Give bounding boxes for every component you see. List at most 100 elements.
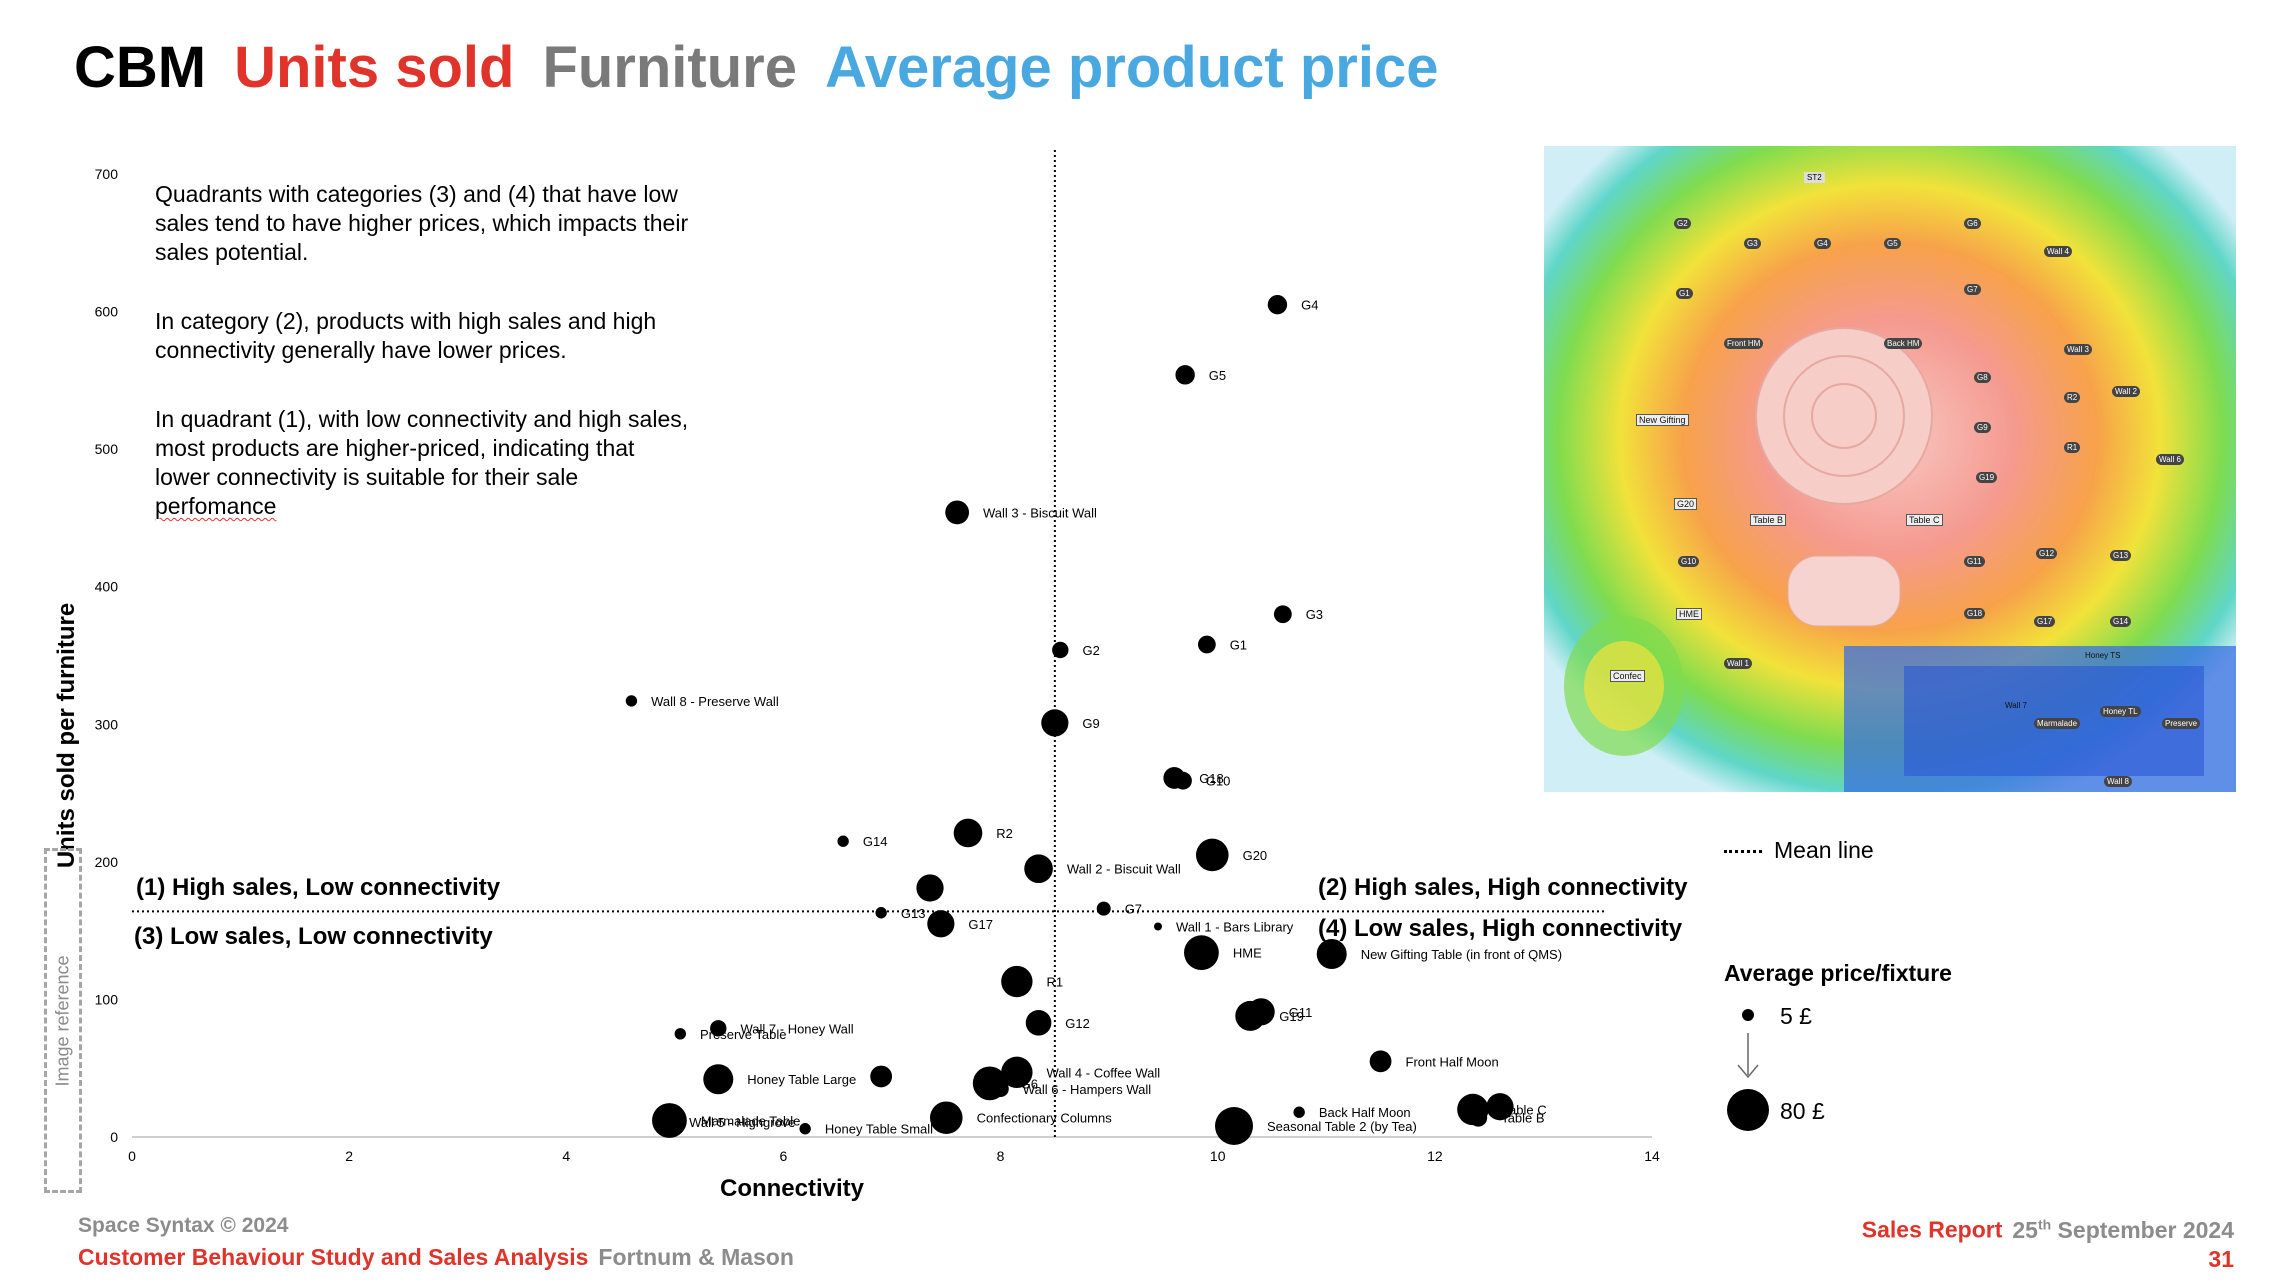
data-point-label: G7 xyxy=(1125,902,1142,917)
data-point-label: G12 xyxy=(1065,1016,1090,1031)
data-point-label: G3 xyxy=(1306,607,1323,622)
data-point-label: G6 xyxy=(1021,1076,1038,1091)
data-point xyxy=(953,818,983,848)
data-point xyxy=(1025,1010,1052,1036)
legend-mean-label: Mean line xyxy=(1774,837,1874,863)
footer-client: Fortnum & Mason xyxy=(598,1244,794,1270)
quadrant-2-label: (2) High sales, High connectivity xyxy=(1318,874,1688,901)
data-point xyxy=(1197,635,1216,654)
quadrant-3-label: (3) Low sales, Low connectivity xyxy=(134,923,493,950)
data-point-label: G10 xyxy=(1206,774,1231,789)
data-point xyxy=(1469,1108,1488,1127)
data-point-label: G1 xyxy=(1230,638,1247,653)
note-3-misspelled-word: perfomance xyxy=(155,493,277,519)
data-point xyxy=(929,1101,963,1135)
x-tick-label: 2 xyxy=(345,1148,353,1164)
data-point xyxy=(799,1123,811,1135)
data-point xyxy=(927,910,955,938)
data-point-label: Preserve Table xyxy=(700,1027,786,1042)
data-point xyxy=(1316,939,1347,970)
x-tick-label: 12 xyxy=(1427,1148,1443,1164)
data-point-label: Wall 1 - Bars Library xyxy=(1176,920,1294,935)
data-point xyxy=(1267,294,1288,315)
y-tick-label: 400 xyxy=(95,579,119,595)
legend-small-circle xyxy=(1742,1009,1754,1021)
x-tick-label: 6 xyxy=(780,1148,788,1164)
note-2: In category (2), products with high sale… xyxy=(155,308,657,363)
data-point xyxy=(1052,641,1069,659)
data-point-label: Wall 8 - Preserve Wall xyxy=(651,694,779,709)
data-point-label: Honey Table Large xyxy=(747,1072,856,1087)
data-point-label: Back Half Moon xyxy=(1319,1105,1411,1120)
data-point-label: Table B xyxy=(1501,1111,1544,1126)
chart-axes: 0 2 4 6 8 10 12 14 0 100 200 300 400 500 600 700 Connect… xyxy=(53,150,1660,1202)
data-point-label: G5 xyxy=(1209,368,1226,383)
data-point-label: G9 xyxy=(1082,716,1099,731)
data-point xyxy=(1001,1056,1033,1089)
data-point-label: Wall 5 - Highgrove xyxy=(689,1115,795,1130)
note-1: Quadrants with categories (3) and (4) th… xyxy=(155,181,689,265)
footer-report: Sales Report 25th September 2024 xyxy=(1862,1216,2234,1244)
legend-size-symbols xyxy=(1727,1009,1769,1131)
y-tick-label: 600 xyxy=(95,304,119,320)
legend-large-label: 80 £ xyxy=(1780,1098,1825,1124)
title-units-sold: Units sold xyxy=(234,35,515,100)
data-point-label: New Gifting Table (in front of QMS) xyxy=(1361,947,1562,962)
data-point xyxy=(1215,1106,1253,1145)
x-tick-label: 10 xyxy=(1210,1148,1226,1164)
data-point-label: G19 xyxy=(1279,1009,1304,1024)
data-point-label: Seasonal Table 2 (by Tea) xyxy=(1267,1119,1417,1134)
title-average-price: Average product price xyxy=(824,35,1439,100)
data-point xyxy=(1184,935,1219,971)
legend-small-label: 5 £ xyxy=(1780,1003,1812,1029)
data-point xyxy=(870,1065,893,1088)
legend-title: Average price/fixture xyxy=(1724,960,1952,986)
heatmap-image xyxy=(1544,146,2236,792)
data-point xyxy=(625,695,638,707)
page-number: 31 xyxy=(2208,1246,2234,1272)
footer-report-title: Sales Report xyxy=(1861,1216,2003,1243)
data-point-label: Marmalade Table xyxy=(701,1114,800,1129)
data-point xyxy=(837,835,849,847)
footer-copyright: Space Syntax © 2024 xyxy=(78,1214,289,1237)
data-point-label: HME xyxy=(1233,946,1262,961)
legend-mean-line: Mean line xyxy=(1724,837,1874,864)
data-point xyxy=(663,1116,676,1128)
legend-large-circle xyxy=(1727,1089,1769,1131)
data-point xyxy=(1235,1000,1266,1031)
chart-points xyxy=(625,294,1514,1145)
data-point xyxy=(674,1028,686,1040)
y-tick-label: 100 xyxy=(95,991,119,1007)
x-tick-label: 14 xyxy=(1644,1148,1660,1164)
data-point xyxy=(1486,1093,1514,1121)
analysis-notes: Quadrants with categories (3) and (4) th… xyxy=(155,180,695,561)
data-point-label: R2 xyxy=(996,826,1013,841)
data-point-label: G2 xyxy=(1083,643,1100,658)
image-reference-label: Image reference xyxy=(52,954,73,1087)
data-point-label: Confectionary Columns xyxy=(977,1111,1113,1126)
data-point xyxy=(1154,922,1162,931)
data-point-label: Table C xyxy=(1503,1103,1547,1118)
data-point-label: G13 xyxy=(901,906,926,921)
data-point-label: R1 xyxy=(1047,975,1064,990)
data-point xyxy=(1001,965,1033,998)
data-point-label: Wall 2 - Biscuit Wall xyxy=(1067,862,1181,877)
data-point xyxy=(1175,365,1195,385)
floor-plan-heatmap: ST2 G2 G3 G4 G5 G6 G1 G7 Wall 4 Front HM… xyxy=(1544,146,2236,792)
data-point-label: G4 xyxy=(1301,298,1318,313)
data-point xyxy=(1041,709,1069,737)
note-3-text: In quadrant (1), with low connectivity a… xyxy=(155,406,689,490)
page-title: CBM Units sold Furniture Average product pr… xyxy=(74,34,1466,101)
image-reference-box: Image reference xyxy=(44,848,82,1193)
data-point-label: Wall 3 - Biscuit Wall xyxy=(983,505,1097,520)
data-point xyxy=(945,500,970,525)
data-point-label: G17 xyxy=(968,917,993,932)
y-tick-label: 300 xyxy=(95,716,119,732)
data-point xyxy=(1096,901,1111,916)
data-point-label: G11 xyxy=(1289,1005,1313,1020)
mean-line-swatch xyxy=(1724,850,1762,854)
data-point-label: Honey Table Small xyxy=(825,1122,933,1137)
y-tick-label: 200 xyxy=(95,854,119,870)
data-point xyxy=(1024,854,1053,884)
